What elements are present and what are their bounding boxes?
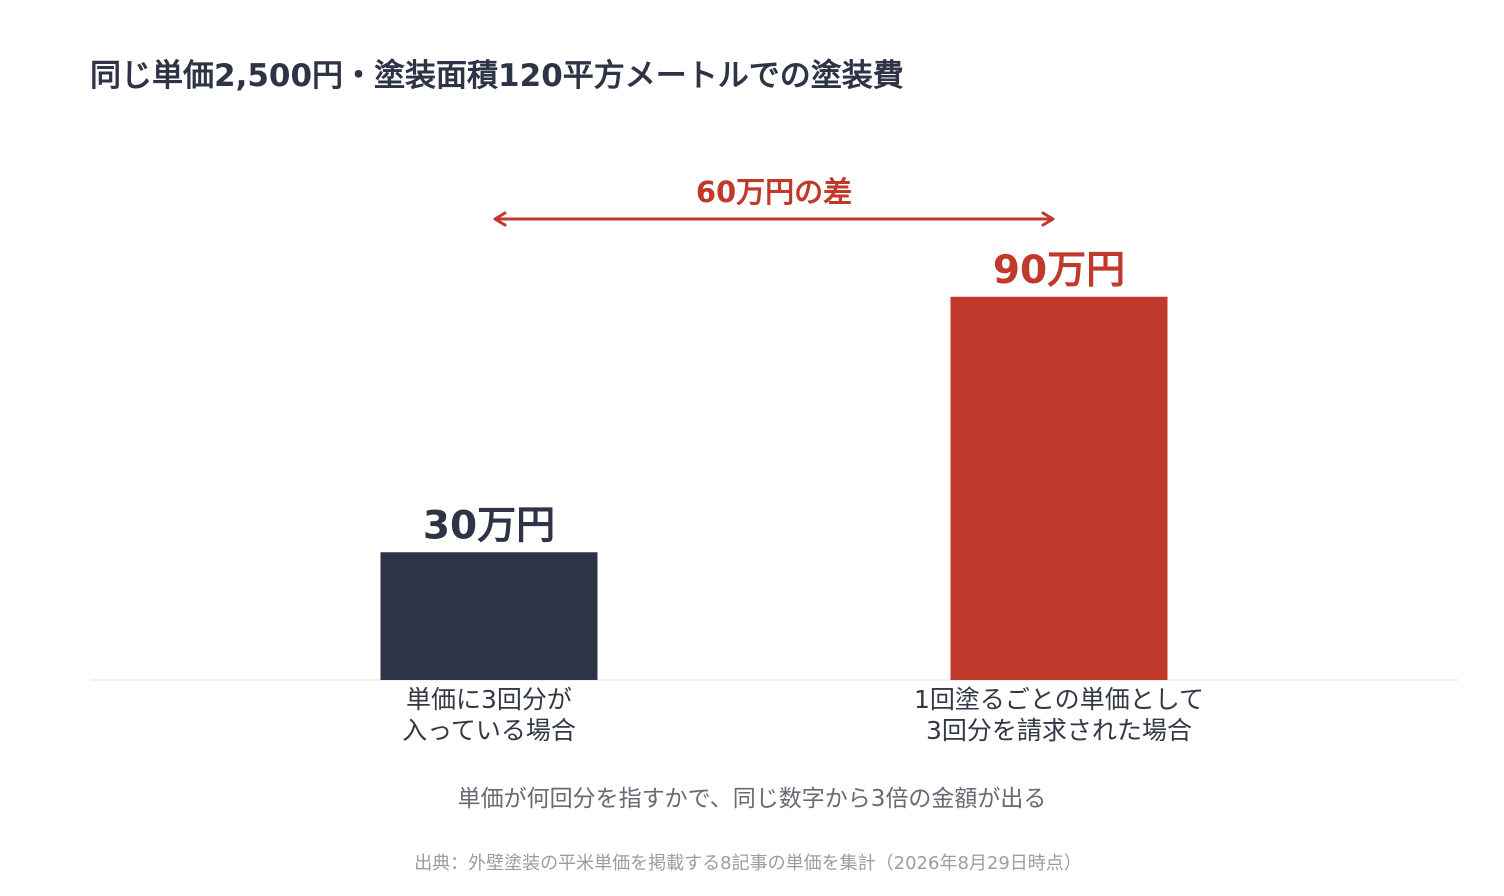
value-label-0: 30万円 bbox=[423, 503, 555, 548]
bar-0 bbox=[380, 552, 598, 680]
value-label-1: 90万円 bbox=[993, 248, 1125, 293]
category-label-1-0: 1回塗るごとの単価として bbox=[914, 685, 1204, 714]
category-label-0-1: 入っている場合 bbox=[402, 716, 576, 745]
category-label-0-0: 単価に3回分が bbox=[406, 685, 572, 714]
chart-title: 同じ単価2,500円・塗装面積120平方メートルでの塗装費 bbox=[90, 58, 904, 94]
chart-note: 単価が何回分を指すかで、同じ数字から3倍の金額が出る bbox=[458, 786, 1047, 812]
arrow-head-left-icon bbox=[493, 211, 507, 227]
arrow-head-right-icon bbox=[1041, 211, 1055, 227]
difference-label: 60万円の差 bbox=[696, 175, 852, 209]
difference-annotation: 60万円の差 bbox=[493, 175, 1055, 227]
bar-1 bbox=[950, 296, 1168, 680]
chart-source: 出典：外壁塗装の平米単価を掲載する8記事の単価を集計（2026年8月29日時点） bbox=[414, 852, 1082, 874]
category-label-1-1: 3回分を請求された場合 bbox=[926, 716, 1192, 745]
